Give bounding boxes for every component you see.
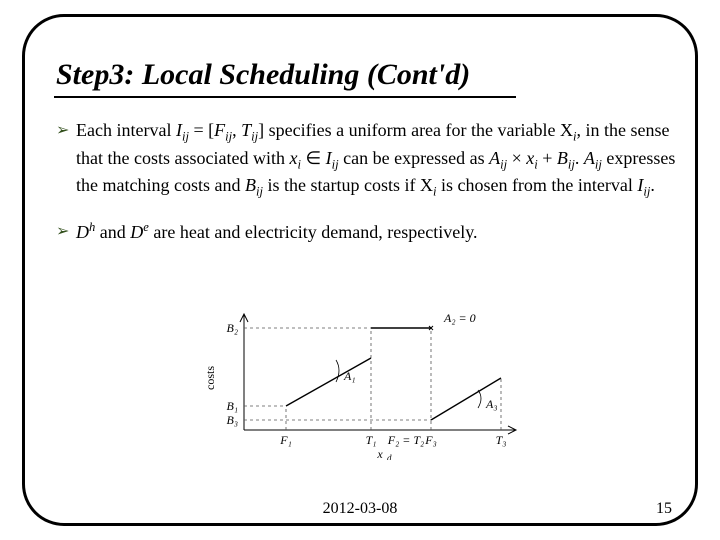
- svg-text:F₁: F₁: [279, 433, 292, 447]
- t: and: [95, 222, 130, 242]
- sub: ij: [332, 157, 339, 171]
- sub: ij: [595, 157, 602, 171]
- sym-A: A: [489, 148, 500, 168]
- svg-text:d: d: [387, 453, 392, 460]
- footer-page: 15: [656, 500, 672, 518]
- sym-F: F: [214, 120, 225, 140]
- svg-text:B₂: B₂: [226, 321, 238, 335]
- t: ×: [507, 148, 526, 168]
- sym-D: D: [76, 222, 89, 242]
- svg-text:A₃: A₃: [485, 397, 498, 411]
- svg-text:costs: costs: [203, 366, 217, 390]
- slide-body: ➢ Each interval Iij = [Fij, Tij] specifi…: [56, 118, 680, 262]
- svg-text:T₁: T₁: [366, 433, 377, 447]
- svg-text:B₁: B₁: [226, 399, 238, 413]
- sub: ij: [182, 130, 189, 144]
- sub: ij: [568, 157, 575, 171]
- sym-A: A: [584, 148, 595, 168]
- svg-text:F₂ = T₂: F₂ = T₂: [387, 433, 424, 447]
- t: Each interval: [76, 120, 176, 140]
- t: +: [538, 148, 557, 168]
- bullet-1: ➢ Each interval Iij = [Fij, Tij] specifi…: [56, 118, 680, 201]
- chart-svg: costs xd B₂ B₁B₃ F₁ T₁ F₂ = T₂F₃ T₃ A₂ = 0 A₁ A₃: [196, 300, 536, 460]
- title-underline: [54, 96, 516, 98]
- sym-D: D: [130, 222, 143, 242]
- sym-B: B: [245, 175, 256, 195]
- bullet-2-text: Dh and De are heat and electricity deman…: [76, 219, 680, 244]
- sub: ij: [256, 185, 263, 199]
- svg-text:x: x: [376, 447, 383, 460]
- t: are heat and electricity demand, respect…: [149, 222, 478, 242]
- svg-text:T₃: T₃: [496, 433, 507, 447]
- t: ]: [258, 120, 269, 140]
- footer-date: 2012-03-08: [0, 500, 720, 518]
- bullet-1-text: Each interval Iij = [Fij, Tij] specifies…: [76, 118, 680, 201]
- bullet-marker-icon: ➢: [56, 219, 76, 244]
- t: ∈: [301, 148, 326, 168]
- svg-text:F₃: F₃: [424, 433, 437, 447]
- t: specifies a uniform area for the variabl…: [269, 120, 573, 140]
- t: .: [575, 148, 584, 168]
- cost-chart: costs xd B₂ B₁B₃ F₁ T₁ F₂ = T₂F₃ T₃ A₂ = 0 A₁ A₃: [196, 300, 536, 460]
- slide: Step3: Local Scheduling (Cont'd) ➢ Each …: [0, 0, 720, 540]
- t: .: [650, 175, 655, 195]
- bullet-2: ➢ Dh and De are heat and electricity dem…: [56, 219, 680, 244]
- slide-title: Step3: Local Scheduling (Cont'd): [56, 58, 470, 92]
- t: ,: [232, 120, 241, 140]
- svg-text:A₂ = 0: A₂ = 0: [443, 311, 476, 325]
- t: is the startup costs if X: [263, 175, 433, 195]
- sym-B: B: [557, 148, 568, 168]
- t: can be expressed as: [339, 148, 489, 168]
- svg-text:A₁: A₁: [343, 369, 356, 383]
- t: = [: [189, 120, 214, 140]
- svg-text:B₃: B₃: [226, 413, 238, 427]
- bullet-marker-icon: ➢: [56, 118, 76, 201]
- sym-T: T: [241, 120, 251, 140]
- t: is chosen from the interval: [436, 175, 637, 195]
